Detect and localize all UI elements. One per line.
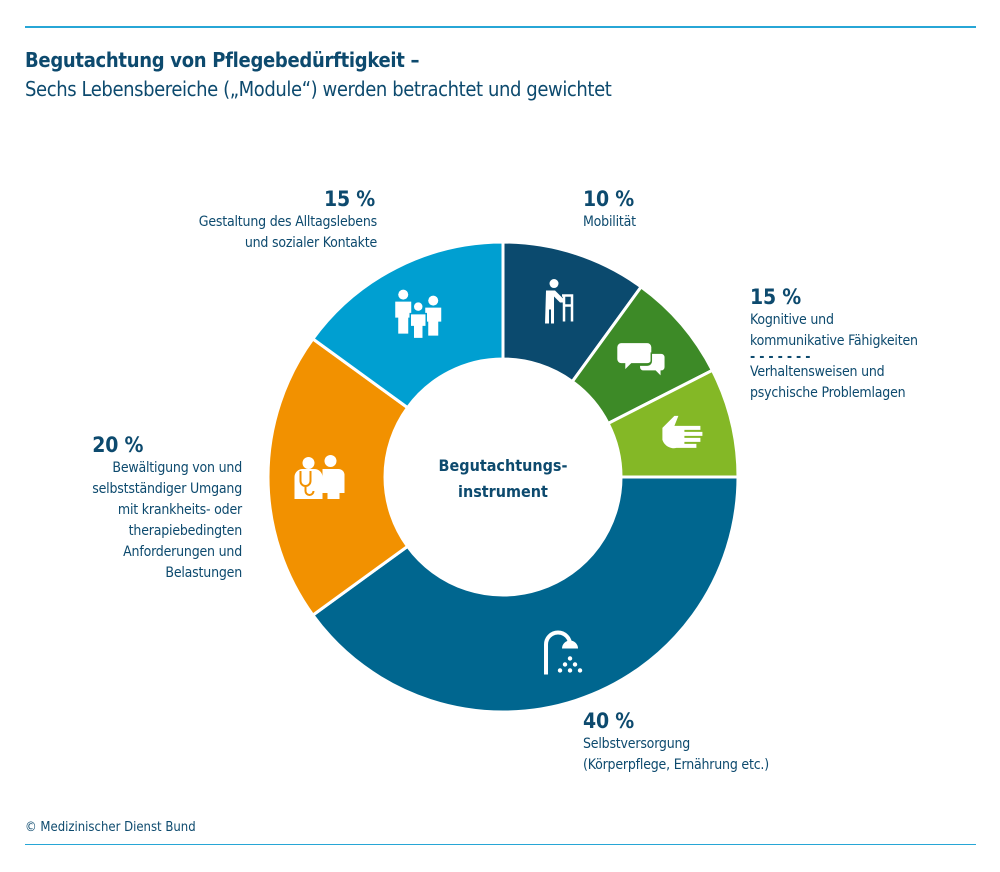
label-line: mit krankheits- oder bbox=[117, 502, 242, 518]
label-mobilitaet: 10 % Mobilität bbox=[583, 186, 636, 233]
label-line: Mobilität bbox=[583, 214, 636, 230]
chart-subtitle: Sechs Lebensbereiche („Module“) werden b… bbox=[25, 77, 612, 101]
label-line: Kognitive und bbox=[750, 312, 834, 328]
shower-icon bbox=[544, 630, 583, 675]
pct-label: 15 % bbox=[750, 285, 801, 309]
people-group-icon bbox=[395, 289, 442, 340]
label-bewaeltigung: 20 % Bewältigung von und selbstständiger… bbox=[92, 432, 242, 584]
label-line: therapiebedingten bbox=[128, 523, 243, 539]
label-selbstversorgung: 40 % Selbstversorgung (Körperpflege, Ern… bbox=[583, 708, 769, 776]
label-separator: - - - - - - - bbox=[750, 349, 811, 365]
label-line: Gestaltung des Alltagslebens bbox=[198, 214, 377, 230]
center-label-line: instrument bbox=[458, 482, 548, 501]
top-rule bbox=[25, 26, 976, 28]
hand-icon bbox=[662, 415, 703, 449]
label-line: kommunikative Fähigkeiten bbox=[750, 333, 918, 349]
label-line: Anforderungen und bbox=[123, 544, 242, 560]
slice-divider-dashed bbox=[607, 369, 713, 425]
label-gestaltung: 15 % Gestaltung des Alltagslebens und so… bbox=[199, 186, 377, 254]
chart-title: Begutachtung von Pflegebedürftigkeit – bbox=[25, 48, 420, 72]
label-line: Selbstversorgung bbox=[583, 736, 691, 752]
center-label: Begutachtungs- instrument bbox=[403, 453, 603, 505]
center-label-line: Begutachtungs- bbox=[438, 456, 568, 475]
label-line: psychische Problemlagen bbox=[750, 385, 906, 401]
pct-label: 20 % bbox=[92, 433, 144, 457]
bottom-rule bbox=[25, 844, 976, 845]
label-kognitive: 15 % Kognitive und kommunikative Fähigke… bbox=[750, 284, 918, 404]
label-line: Bewältigung von und bbox=[112, 460, 242, 476]
pct-label: 10 % bbox=[583, 187, 634, 211]
label-line: selbstständiger Umgang bbox=[92, 481, 242, 497]
pct-label: 15 % bbox=[324, 187, 375, 211]
label-line: Belastungen bbox=[165, 565, 242, 581]
copyright: © Medizinischer Dienst Bund bbox=[25, 820, 196, 835]
walker-icon bbox=[545, 279, 574, 324]
doctor-patient-icon bbox=[294, 455, 345, 499]
pct-label: 40 % bbox=[583, 709, 634, 733]
label-line: (Körperpflege, Ernährung etc.) bbox=[583, 757, 769, 773]
donut-slice bbox=[310, 475, 740, 714]
label-line: und sozialer Kontakte bbox=[244, 235, 377, 251]
speech-bubbles-icon bbox=[617, 343, 667, 379]
label-line: Verhaltensweisen und bbox=[750, 364, 885, 380]
